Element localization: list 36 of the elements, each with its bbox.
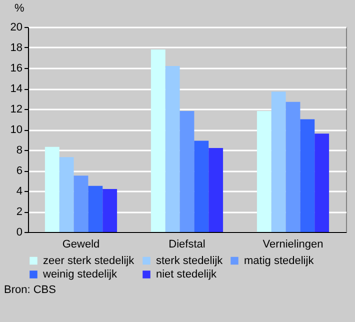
bar	[194, 140, 209, 232]
legend-label: zeer sterk stedelijk	[43, 254, 135, 267]
x-tick-label: Vernielingen	[262, 238, 324, 250]
x-tick-label: Diefstal	[168, 238, 206, 250]
bar	[74, 176, 88, 232]
y-axis-title: %	[14, 2, 24, 14]
y-tick-label: 10	[10, 124, 22, 136]
bar	[59, 157, 74, 232]
bar	[180, 111, 194, 232]
bar	[314, 134, 330, 232]
text: Bron: CBS	[4, 284, 56, 296]
y-tick-label: 18	[10, 42, 22, 54]
legend-label: matig stedelijk	[244, 254, 314, 267]
bar	[208, 148, 224, 232]
y-tick-label: 14	[10, 83, 22, 95]
bar	[44, 146, 60, 232]
y-tick-label: 2	[16, 206, 22, 218]
y-tick-label: 12	[10, 104, 22, 116]
bar	[88, 186, 103, 232]
y-tick-label: 6	[16, 165, 22, 177]
bar	[271, 92, 286, 232]
legend-label: niet stedelijk	[156, 268, 218, 280]
y-tick-label: 0	[16, 226, 22, 238]
y-tick-label: 20	[10, 22, 22, 34]
bar	[150, 50, 166, 232]
legend-label: weinig stedelijk	[42, 268, 118, 280]
bar	[300, 119, 315, 232]
bar	[256, 111, 272, 232]
y-tick-label: 16	[10, 62, 22, 74]
y-tick-label: 8	[16, 144, 22, 156]
x-tick-label: Geweld	[62, 238, 100, 250]
legend-label: sterk stedelijk	[156, 254, 224, 267]
bar	[286, 102, 300, 232]
y-tick-label: 4	[16, 186, 22, 198]
bar	[102, 188, 118, 232]
bar	[165, 66, 180, 232]
